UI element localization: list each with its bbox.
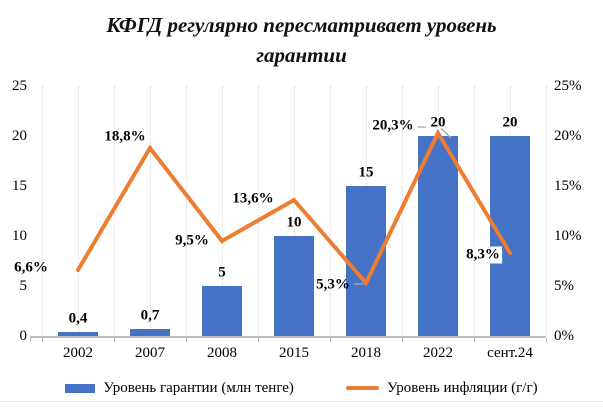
chart-title-line1: КФГД регулярно пересматривает уровень xyxy=(106,13,497,37)
right-axis-label: 15% xyxy=(554,178,582,194)
bar-2008 xyxy=(202,286,242,336)
bar-2007 xyxy=(130,329,170,336)
label-leader-line xyxy=(440,128,452,139)
right-axis-label: 20% xyxy=(554,128,582,144)
bar-label-2007: 0,7 xyxy=(140,307,160,324)
bar-label-сент.24: 20 xyxy=(502,114,518,131)
left-axis-label: 25 xyxy=(12,78,27,94)
chart-border-bottom xyxy=(0,401,603,402)
chart-title-line2: гарантии xyxy=(256,43,347,68)
left-axis-label: 15 xyxy=(12,178,27,194)
bar-2018 xyxy=(346,186,386,336)
x-axis-tick xyxy=(186,338,187,342)
gridline xyxy=(258,86,259,336)
bar-series-swatch xyxy=(65,383,96,393)
x-axis-tick xyxy=(30,338,31,342)
bar-2015 xyxy=(274,236,314,336)
left-axis-label: 10 xyxy=(12,228,27,244)
bar-сент.24 xyxy=(490,136,530,336)
inflation-line xyxy=(76,128,512,287)
line-label-сент.24: 8,3% xyxy=(464,246,502,264)
legend-label-guarantee: Уровень гарантии (млн тенге) xyxy=(103,379,294,396)
x-axis-label-2018: 2018 xyxy=(351,345,381,361)
gridline xyxy=(186,86,187,336)
x-axis-tick xyxy=(402,338,403,342)
line-label-2015: 13,6% xyxy=(232,190,274,207)
x-axis-tick xyxy=(474,338,475,342)
x-axis-label-сент.24: сент.24 xyxy=(487,345,533,361)
right-axis-label: 25% xyxy=(554,78,582,94)
bar-label-2018: 15 xyxy=(358,164,374,181)
line-label-2007: 18,8% xyxy=(104,128,146,145)
bar-2022 xyxy=(418,136,458,336)
x-axis-label-2022: 2022 xyxy=(423,345,453,361)
legend: Уровень гарантии (млн тенге) Уровень инф… xyxy=(0,376,603,400)
gridline xyxy=(294,86,295,336)
bar-label-2015: 10 xyxy=(286,214,302,231)
line-series-swatch xyxy=(345,386,379,390)
legend-label-inflation: Уровень инфляции (г/г) xyxy=(386,379,538,396)
x-axis-tick xyxy=(42,338,43,342)
gridline xyxy=(78,86,79,336)
legend-item-guarantee: Уровень гарантии (млн тенге) xyxy=(65,380,294,397)
x-axis-label-2002: 2002 xyxy=(63,345,93,361)
line-label-2022: 20,3% xyxy=(372,117,414,134)
right-axis-label: 10% xyxy=(554,228,582,244)
gridline xyxy=(546,86,547,336)
x-axis-line xyxy=(30,336,546,338)
x-axis-tick xyxy=(258,338,259,342)
x-axis-label-2008: 2008 xyxy=(207,345,237,361)
gridline xyxy=(150,86,151,336)
left-axis-label: 20 xyxy=(12,128,27,144)
x-axis-label-2007: 2007 xyxy=(135,345,165,361)
gridline xyxy=(474,86,475,336)
right-axis-label: 0% xyxy=(554,328,574,344)
bar-label-2008: 5 xyxy=(218,264,226,281)
bar-label-2022: 20 xyxy=(430,114,446,131)
gridline xyxy=(222,86,223,336)
x-axis-label-2015: 2015 xyxy=(279,345,309,361)
line-label-2018: 5,3% xyxy=(316,276,350,293)
legend-item-inflation: Уровень инфляции (г/г) xyxy=(345,379,538,397)
line-label-2008: 9,5% xyxy=(175,232,209,249)
x-axis-tick xyxy=(114,338,115,342)
left-axis-label: 5 xyxy=(19,278,28,294)
line-label-2002: 6,6% xyxy=(14,259,48,276)
chart-title: КФГД регулярно пересматривает уровень га… xyxy=(0,10,603,71)
bar-2002 xyxy=(58,332,98,336)
x-axis-tick xyxy=(546,338,547,342)
left-axis-label: 0 xyxy=(19,328,28,344)
gridline xyxy=(42,86,43,336)
gridline xyxy=(330,86,331,336)
x-axis-tick xyxy=(330,338,331,342)
right-axis-label: 5% xyxy=(554,278,574,294)
bar-label-2002: 0,4 xyxy=(68,310,88,327)
